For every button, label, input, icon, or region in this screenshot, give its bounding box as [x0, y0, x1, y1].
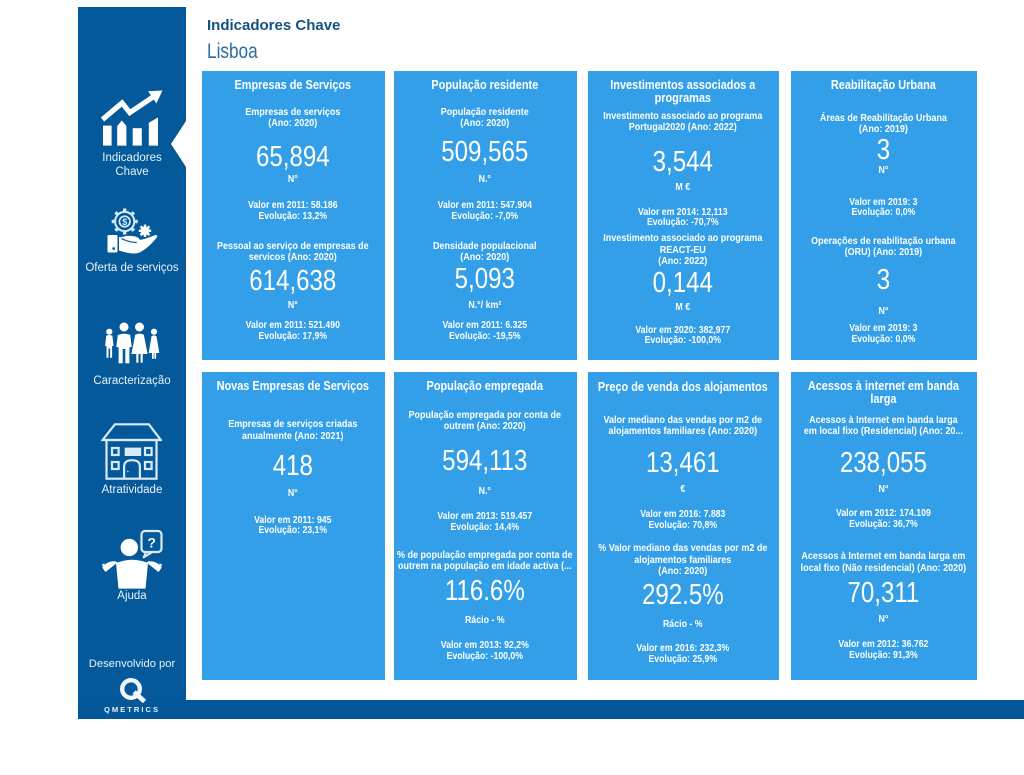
svg-text:$: $ — [122, 217, 127, 227]
svg-text:?: ? — [147, 534, 156, 550]
